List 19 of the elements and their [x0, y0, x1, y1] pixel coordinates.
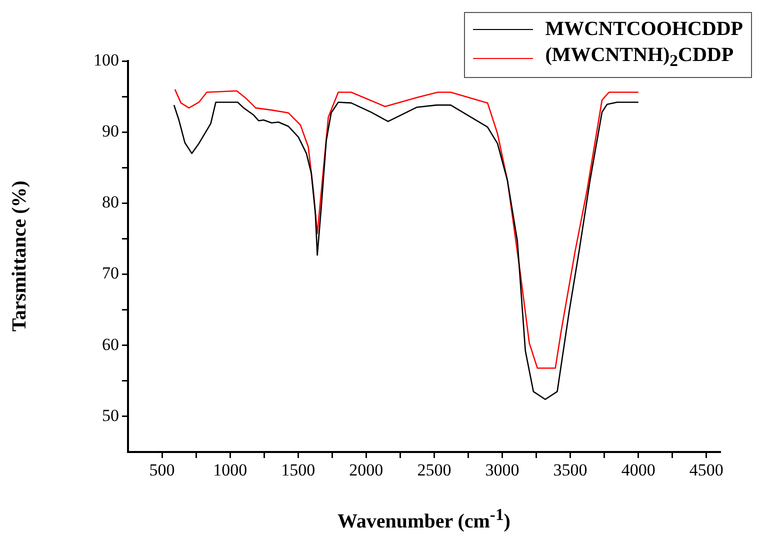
y-axis-title: Tarsmittance (%) [8, 180, 32, 332]
x-tick-label: 1500 [281, 460, 316, 480]
x-tick-label: 2500 [417, 460, 452, 480]
y-tick-label: 90 [102, 122, 119, 141]
y-tick-label: 50 [102, 406, 119, 425]
y-tick-label: 100 [94, 50, 119, 70]
x-tick-label: 4500 [689, 460, 724, 480]
x-tick-label: 2000 [349, 460, 384, 480]
x-tick-label: 500 [149, 460, 175, 480]
x-tick-label: 3500 [553, 460, 588, 480]
x-tick-label: 1000 [213, 460, 248, 480]
y-tick-label: 60 [102, 334, 119, 354]
legend-label: MWCNTCOOHCDDP [545, 17, 743, 42]
y-tick-label: 70 [102, 264, 119, 283]
legend-label: (MWCNTNH)$_{2}$CDDP [545, 43, 734, 72]
x-axis-title: Wavenumber (cm$^{-1}$) [336, 505, 512, 533]
x-tick-label: 3000 [485, 460, 520, 480]
x-tick-label: 4000 [621, 460, 656, 480]
y-tick-label: 80 [102, 192, 119, 212]
